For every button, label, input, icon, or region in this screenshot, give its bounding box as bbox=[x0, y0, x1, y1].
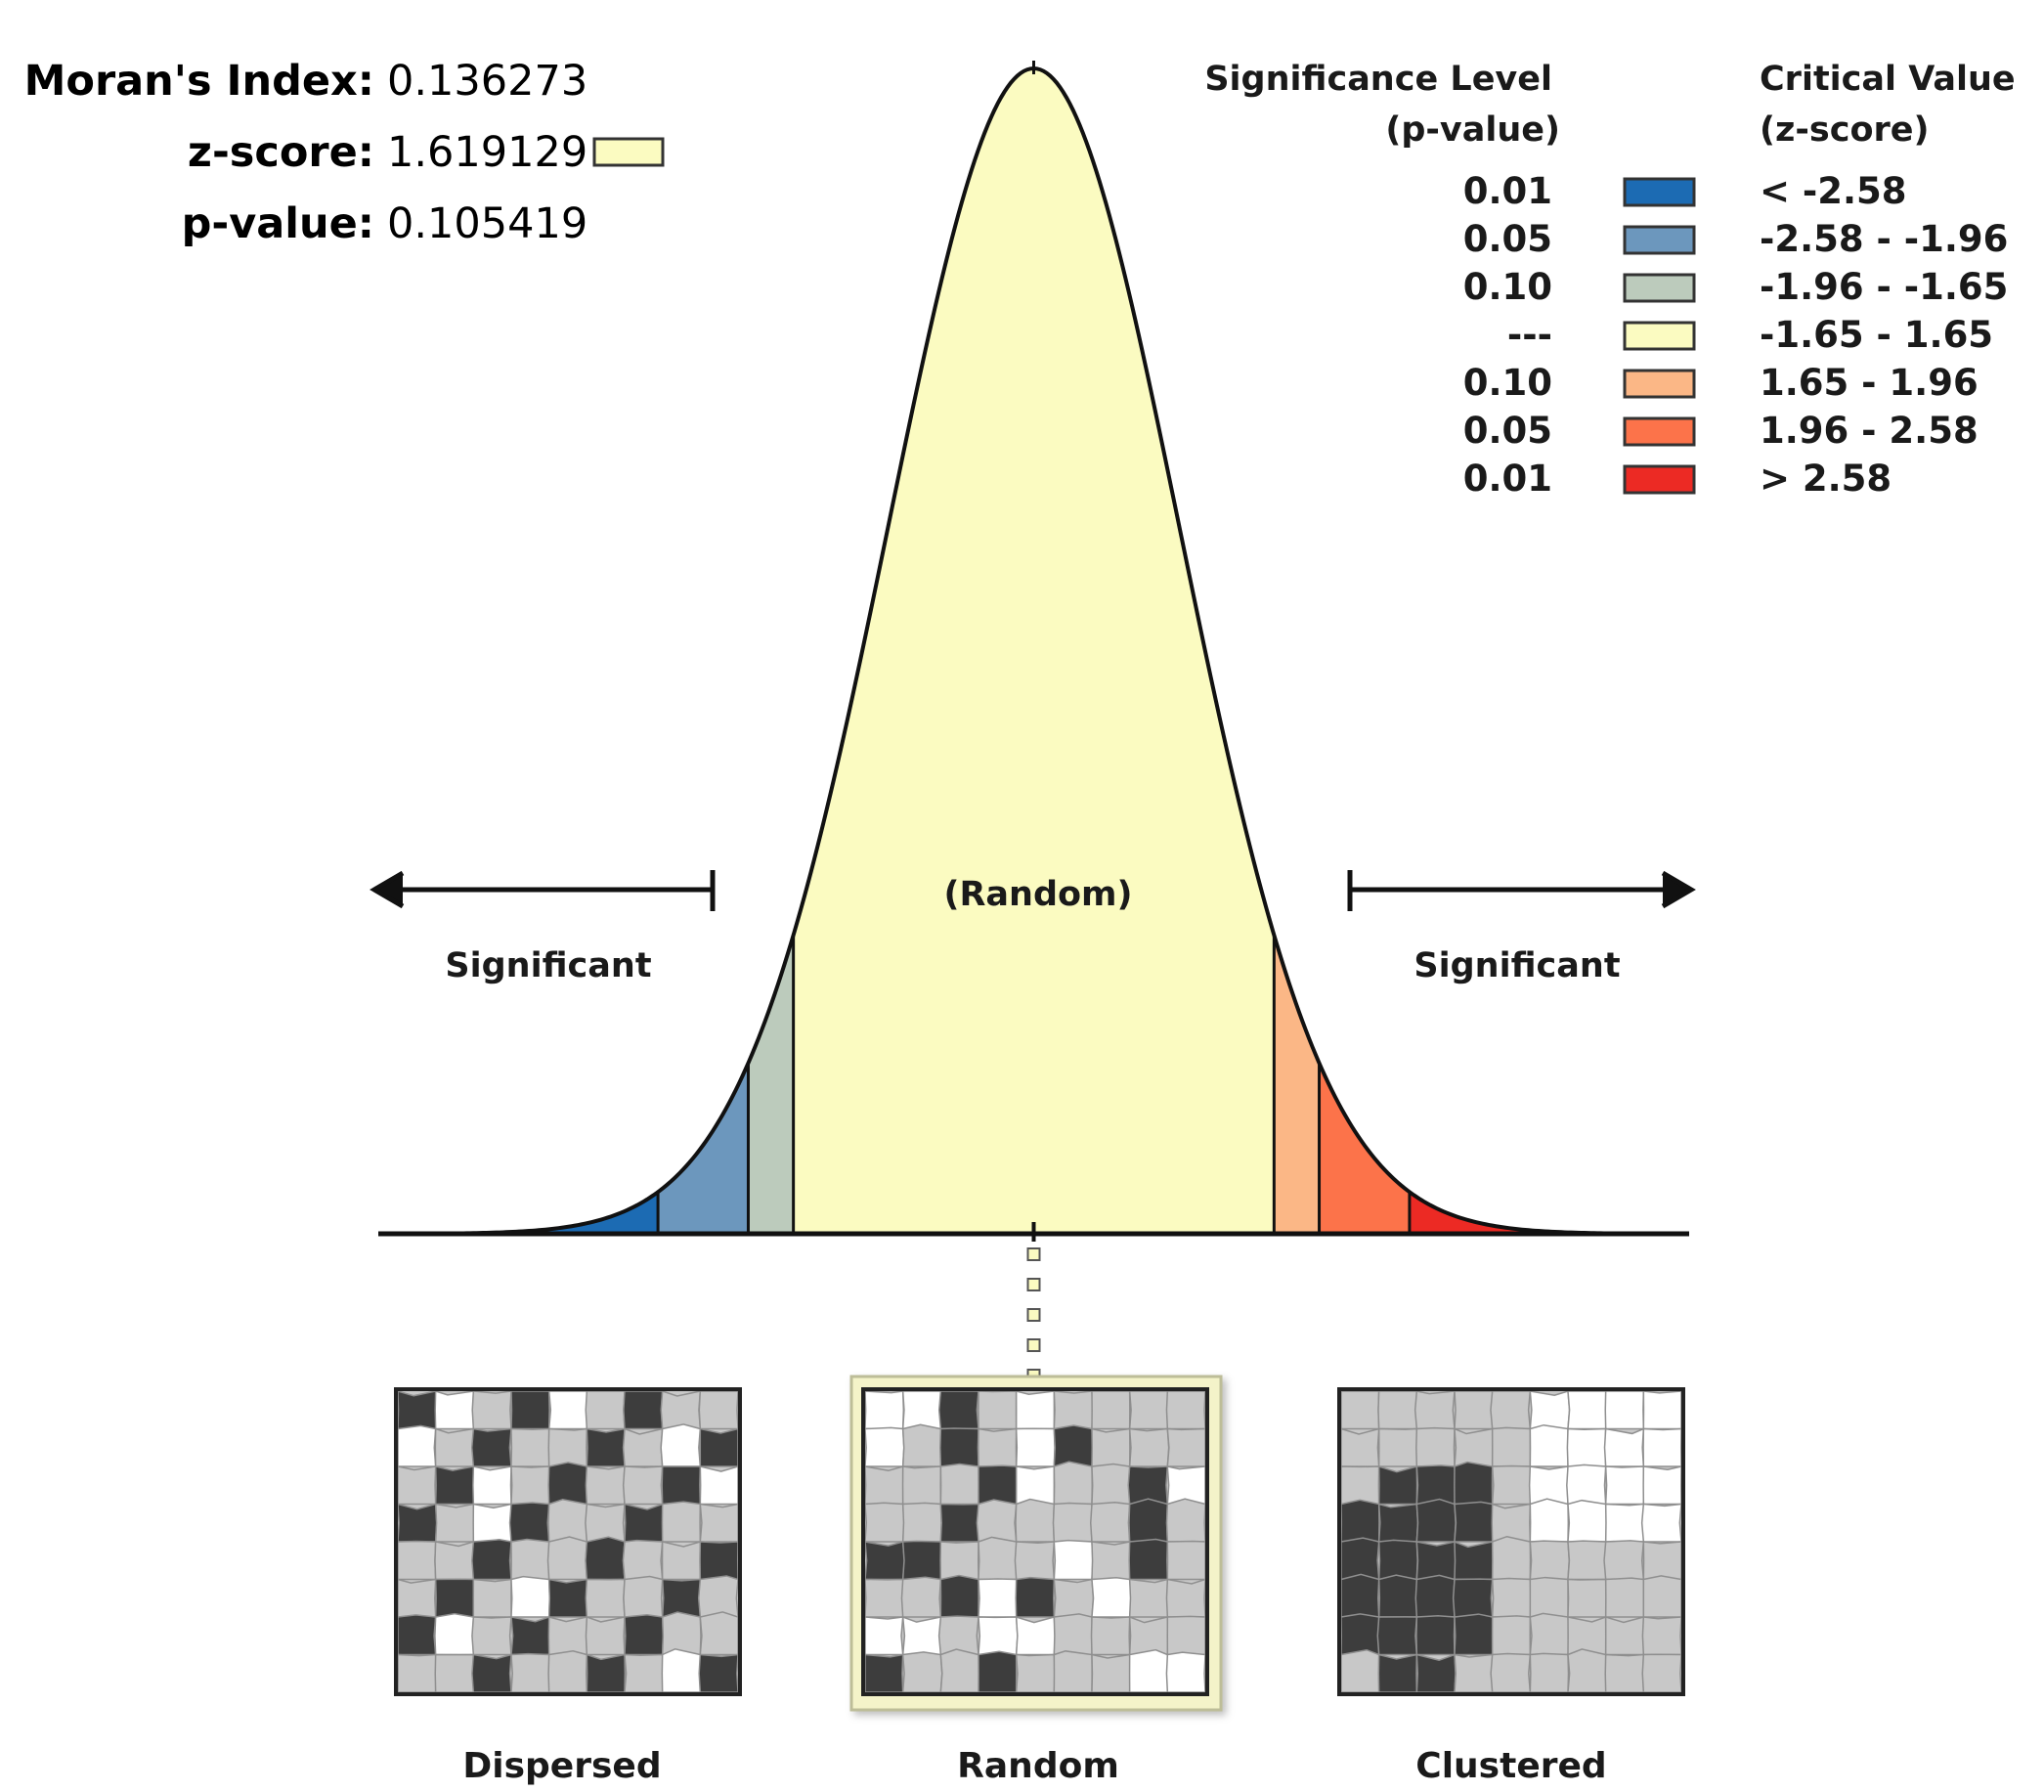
map-label-clustered: Clustered bbox=[1415, 1746, 1606, 1786]
legend-p-value: 0.10 bbox=[1463, 362, 1552, 404]
legend-z-range: 1.65 - 1.96 bbox=[1760, 362, 1979, 404]
legend-p-value: 0.05 bbox=[1463, 410, 1552, 452]
legend-z-range: < -2.58 bbox=[1760, 170, 1907, 212]
significant-left-label: Significant bbox=[445, 946, 651, 985]
legend-p-value: 0.05 bbox=[1463, 218, 1552, 260]
p-value-value: 0.105419 bbox=[387, 199, 587, 248]
moran-index-value: 0.136273 bbox=[387, 57, 587, 106]
legend-swatch bbox=[1623, 225, 1696, 255]
z-score-label: z-score: bbox=[188, 128, 374, 177]
map-random bbox=[849, 1375, 1223, 1712]
legend-z-range: -1.65 - 1.65 bbox=[1760, 314, 1993, 356]
legend-p-value: 0.01 bbox=[1463, 458, 1552, 500]
random-center-label: (Random) bbox=[943, 875, 1132, 914]
legend-swatch bbox=[1623, 416, 1696, 447]
map-label-random: Random bbox=[957, 1746, 1119, 1786]
legend-z-range: -1.96 - -1.65 bbox=[1760, 266, 2008, 308]
left-significance-arrow bbox=[370, 870, 716, 911]
legend-p-value: 0.10 bbox=[1463, 266, 1552, 308]
connector-dot bbox=[1026, 1308, 1041, 1322]
legend-swatch bbox=[1623, 464, 1696, 495]
p-value-label: p-value: bbox=[182, 199, 374, 248]
curve-band bbox=[1274, 935, 1320, 1234]
legend-sig-header: Significance Level bbox=[1204, 60, 1552, 99]
legend-crit-header: Critical Value bbox=[1760, 60, 2016, 99]
z-score-swatch bbox=[592, 137, 665, 167]
legend-p-value: 0.01 bbox=[1463, 170, 1552, 212]
legend-swatch bbox=[1623, 321, 1696, 351]
connector-dot bbox=[1026, 1338, 1041, 1352]
legend-p-value: --- bbox=[1507, 314, 1552, 356]
map-dispersed bbox=[394, 1387, 742, 1696]
stats-block: Moran's Index: 0.136273 z-score: 1.61912… bbox=[24, 57, 665, 248]
legend-swatch bbox=[1623, 369, 1696, 399]
legend-z-range: > 2.58 bbox=[1760, 458, 1892, 500]
legend: Significance Level (p-value) Critical Va… bbox=[1204, 60, 2015, 500]
legend-swatch bbox=[1623, 177, 1696, 207]
significant-right-label: Significant bbox=[1413, 946, 1620, 985]
curve-band bbox=[793, 68, 1275, 1234]
moran-index-label: Moran's Index: bbox=[24, 57, 374, 106]
connector-dot bbox=[1026, 1278, 1041, 1291]
legend-crit-subheader: (z-score) bbox=[1760, 110, 1930, 150]
legend-z-range: 1.96 - 2.58 bbox=[1760, 410, 1979, 452]
right-significance-arrow bbox=[1347, 870, 1696, 911]
connector-dot bbox=[1026, 1247, 1041, 1261]
legend-swatch bbox=[1623, 273, 1696, 303]
map-label-dispersed: Dispersed bbox=[462, 1746, 661, 1786]
curve-band bbox=[748, 935, 794, 1234]
map-clustered bbox=[1337, 1387, 1685, 1696]
z-score-value: 1.619129 bbox=[387, 128, 587, 177]
legend-rows: 0.01 < -2.58 0.05 -2.58 - -1.96 0.10 -1.96 - … bbox=[1463, 170, 2009, 500]
legend-sig-subheader: (p-value) bbox=[1385, 110, 1560, 150]
legend-z-range: -2.58 - -1.96 bbox=[1760, 218, 2008, 260]
